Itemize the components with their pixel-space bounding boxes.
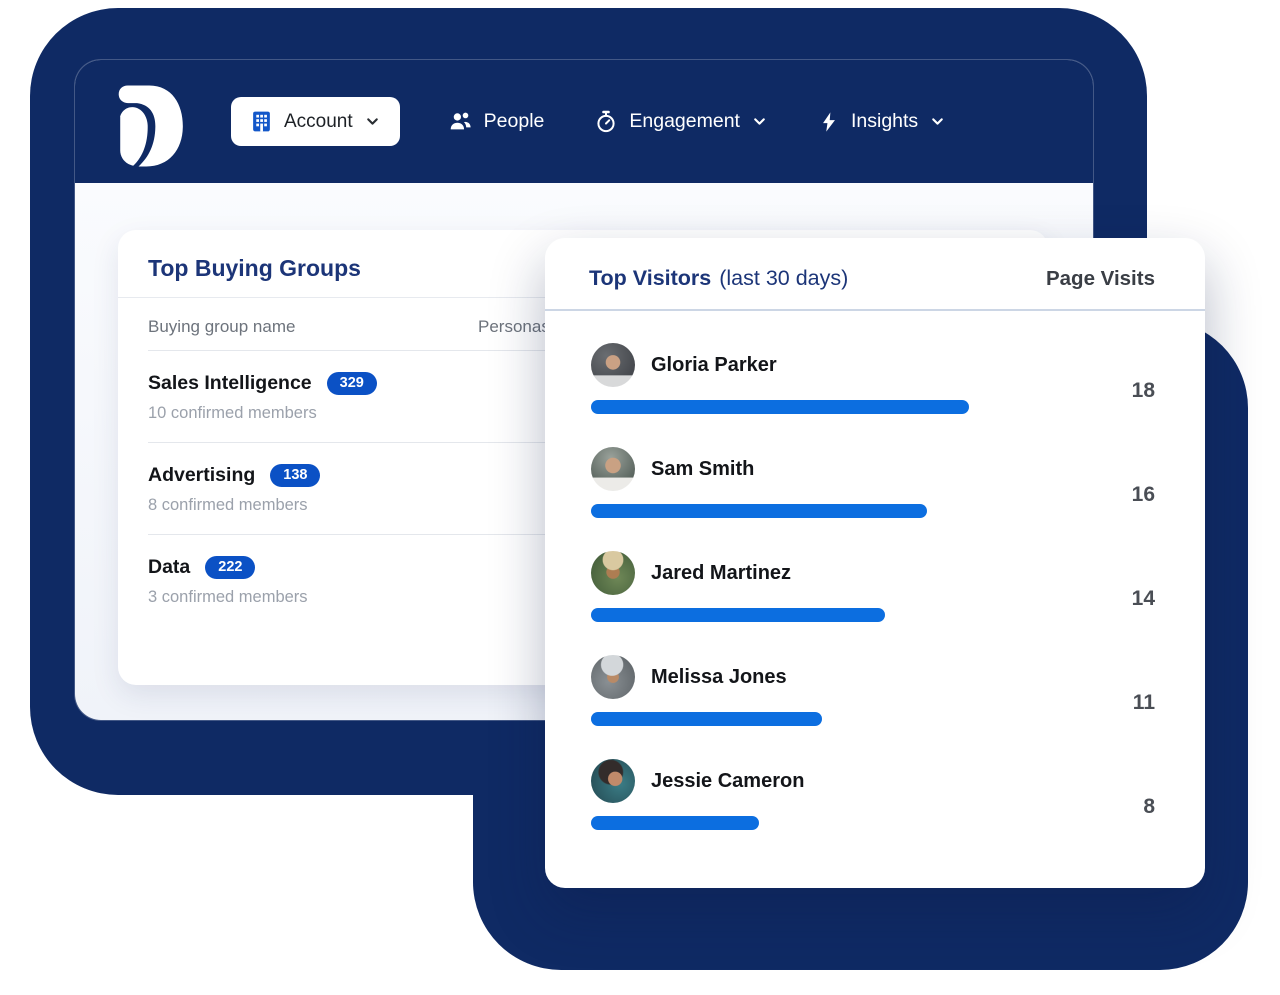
buying-group-row[interactable]: Sales Intelligence 329 10 confirmed memb… (118, 351, 1048, 442)
top-visitors-header: Top Visitors (last 30 days) Page Visits (545, 238, 1205, 309)
visitor-name: Gloria Parker (651, 353, 777, 376)
stopwatch-icon (597, 110, 615, 132)
visitor-name: Jessie Cameron (651, 769, 805, 792)
avatar (591, 759, 635, 803)
buying-group-row[interactable]: Data 222 3 confirmed members (118, 535, 1048, 626)
demandbase-logo-icon (118, 85, 183, 166)
page-visits-value: 11 (1132, 691, 1155, 714)
page-visits-value: 14 (1131, 587, 1155, 610)
chevron-down-icon (932, 118, 943, 125)
column-header-buying-group-name: Buying group name (148, 317, 296, 336)
avatar (591, 343, 635, 387)
visitor-row[interactable]: Jared Martinez 14 (591, 551, 1155, 622)
main-nav: People Engagement Insigh (448, 109, 947, 134)
buying-group-count-badge: 222 (205, 556, 256, 579)
confirmed-members-label: 3 confirmed members (148, 588, 308, 606)
buying-group-name: Sales Intelligence (148, 372, 312, 394)
top-visitors-subtitle: (last 30 days) (719, 266, 849, 290)
page-visits-value: 16 (1131, 483, 1155, 506)
page-visits-bar (591, 608, 885, 622)
account-menu-button[interactable]: Account (231, 97, 400, 146)
chevron-down-icon (366, 118, 378, 125)
buying-group-row[interactable]: Advertising 138 8 confirmed members (118, 443, 1048, 534)
chevron-down-icon (754, 118, 765, 125)
column-header-page-visits: Page Visits (1045, 267, 1155, 290)
confirmed-members-label: 10 confirmed members (148, 404, 317, 422)
nav-label: Engagement (629, 110, 740, 132)
building-icon (253, 111, 270, 132)
nav-item-people[interactable]: People (448, 109, 545, 134)
visitor-name: Jared Martinez (651, 561, 792, 584)
visitor-row[interactable]: Gloria Parker 18 (591, 343, 1155, 414)
top-visitors-title: Top Visitors (589, 266, 712, 290)
visitor-row[interactable]: Sam Smith 16 (591, 447, 1155, 518)
account-button-label: Account (284, 110, 353, 132)
top-buying-groups-title: Top Buying Groups (148, 255, 361, 281)
avatar (591, 655, 635, 699)
lightning-icon (823, 111, 835, 132)
page-visits-bar (591, 504, 927, 518)
visitor-name: Sam Smith (651, 457, 755, 480)
page-visits-bar (591, 400, 969, 414)
visitor-row[interactable]: Melissa Jones 11 (591, 655, 1155, 726)
confirmed-members-label: 8 confirmed members (148, 496, 308, 514)
buying-group-count-badge: 138 (270, 464, 321, 487)
top-visitors-card: Top Visitors (last 30 days) Page Visits … (545, 238, 1205, 888)
page-visits-value: 8 (1143, 795, 1155, 818)
divider (545, 309, 1205, 311)
buying-group-count-badge: 329 (326, 372, 377, 395)
nav-item-insights[interactable]: Insights (818, 110, 946, 134)
visitor-name: Melissa Jones (651, 665, 787, 688)
buying-groups-column-headers: Buying group name Personas (118, 298, 1048, 350)
page-visits-bar (591, 816, 759, 830)
top-visitors-list: Gloria Parker 18 Sam Smith 16 Jared Mart… (545, 311, 1205, 830)
page-visits-value: 18 (1131, 379, 1155, 402)
avatar (591, 551, 635, 595)
buying-group-name: Data (148, 556, 191, 578)
nav-label: Insights (850, 110, 919, 132)
nav-item-engagement[interactable]: Engagement (594, 110, 768, 134)
avatar (591, 447, 635, 491)
nav-label: People (483, 110, 545, 132)
people-icon (450, 112, 471, 130)
page-visits-bar (591, 712, 822, 726)
buying-group-name: Advertising (148, 464, 256, 486)
visitor-row[interactable]: Jessie Cameron 8 (591, 759, 1155, 830)
app-header: Account People (75, 60, 1093, 183)
column-header-personas: Personas (478, 317, 550, 336)
